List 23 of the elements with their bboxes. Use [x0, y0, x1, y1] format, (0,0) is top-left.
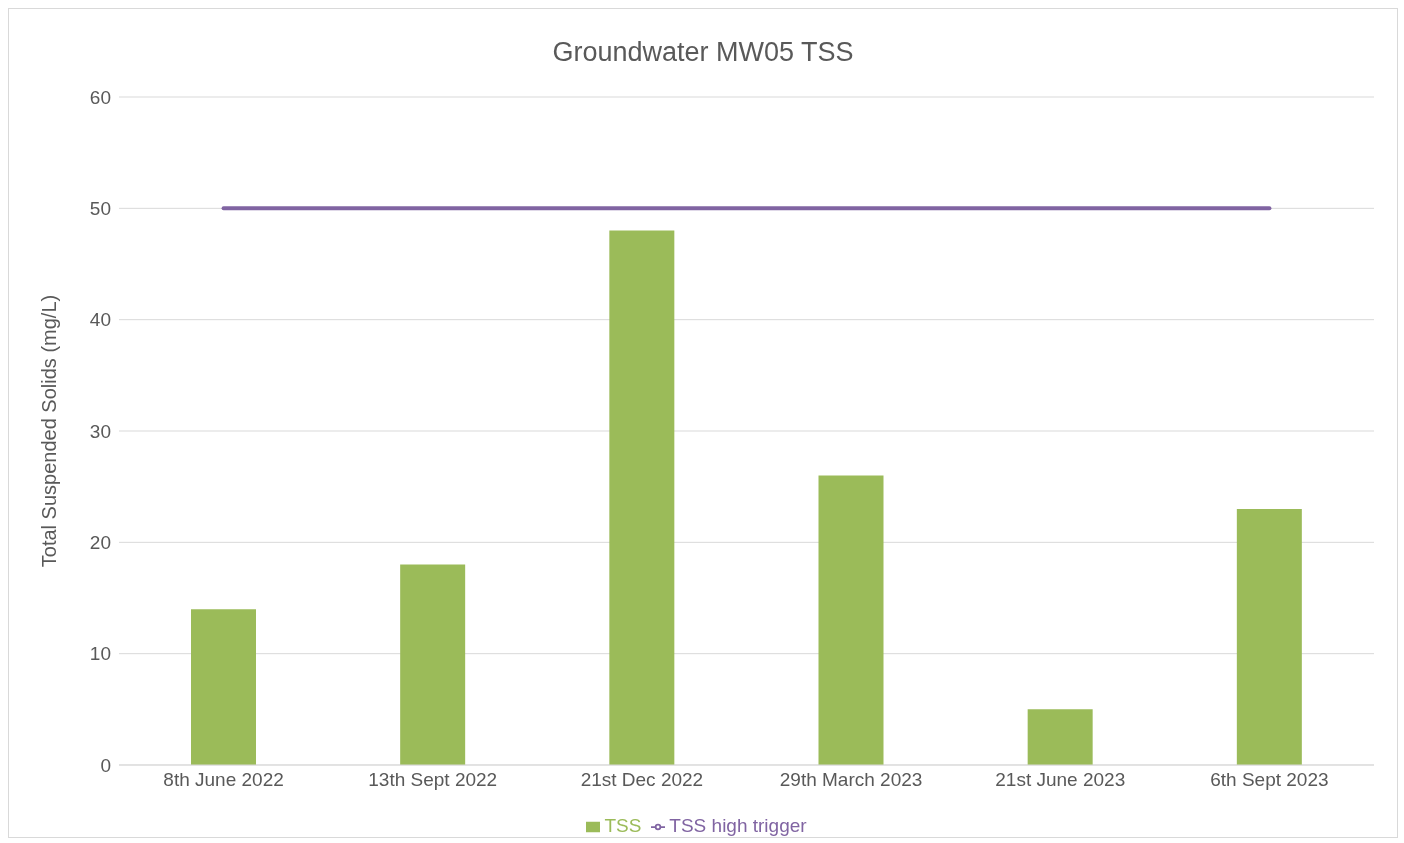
x-tick-label: 29th March 2023 — [779, 769, 923, 791]
legend-label: TSS high trigger — [669, 815, 807, 836]
chart-title: Groundwater MW05 TSS — [551, 36, 855, 69]
y-tick-label: 50 — [89, 198, 111, 220]
y-tick-label: 30 — [89, 420, 111, 442]
y-tick-label: 20 — [89, 532, 111, 554]
bar — [609, 230, 675, 765]
y-tick-label: 40 — [89, 309, 111, 331]
bar — [1027, 709, 1093, 765]
y-tick-label: 10 — [89, 643, 111, 665]
y-tick-label: 60 — [89, 86, 111, 108]
bar — [818, 475, 884, 765]
y-axis-title: Total Suspended Solids (mg/L) — [38, 294, 61, 568]
legend-label: TSS — [604, 815, 642, 836]
bar — [400, 564, 466, 765]
y-tick-label: 0 — [100, 754, 111, 776]
x-tick-label: 21st June 2023 — [995, 769, 1126, 791]
x-tick-label: 21st Dec 2022 — [580, 769, 704, 791]
x-tick-label: 6th Sept 2023 — [1210, 769, 1329, 791]
x-tick-label: 13th Sept 2022 — [368, 769, 498, 791]
bar — [191, 609, 256, 765]
x-tick-label: 8th June 2022 — [163, 769, 284, 791]
bar — [1236, 508, 1302, 765]
